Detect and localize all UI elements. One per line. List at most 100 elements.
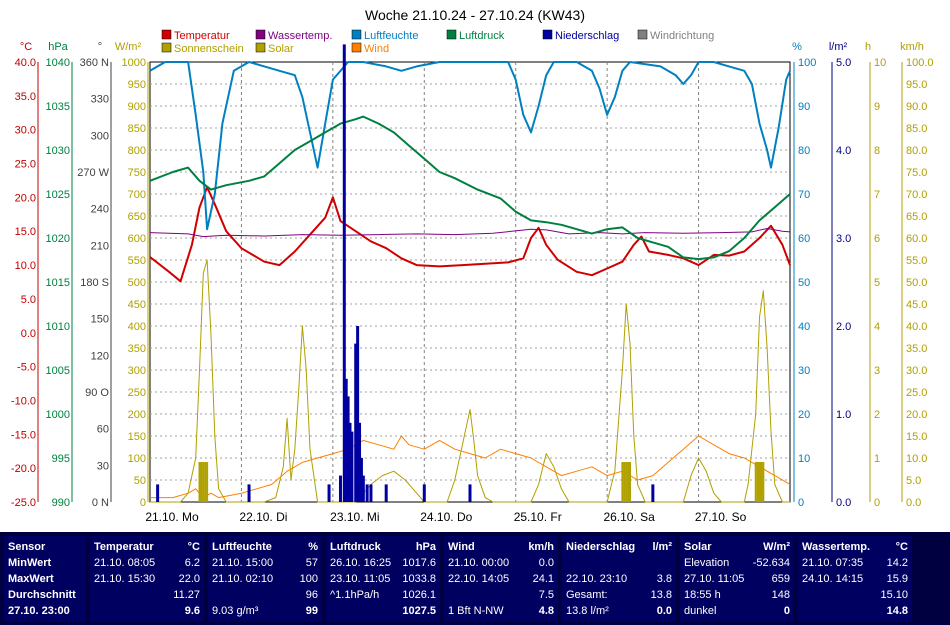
- sunhours-tick-label: 6: [874, 233, 880, 245]
- legend-swatch: [255, 42, 266, 53]
- day-label: 21.10. Mo: [145, 510, 199, 524]
- wind-min-time: 21.10. 00:00: [448, 557, 510, 569]
- niederschlag-bar: [350, 431, 354, 502]
- direction-tick-label: 0 N: [92, 497, 109, 509]
- humidity-tick-label: 10: [798, 453, 810, 465]
- chart-legend: Temperatur Wassertemp. Luftfeuchte Luftdruc…: [161, 29, 714, 55]
- solar-extra: dunkel: [684, 605, 717, 617]
- wind-tick-label: 50.0: [906, 277, 927, 289]
- wind-now: 4.8: [538, 605, 554, 617]
- wind-unit: km/h: [528, 541, 554, 553]
- legend-label: Wassertemp.: [268, 30, 332, 42]
- solar-tick-label: 350: [128, 343, 146, 355]
- luftfeuchte-unit: %: [308, 541, 318, 553]
- temp-tick-label: 35.0: [15, 91, 36, 103]
- temp-tick-label: 20.0: [15, 192, 36, 204]
- niederschlag-title: Niederschlag: [566, 541, 636, 553]
- niederschlag-bar: [422, 484, 426, 502]
- direction-unit-label: °: [98, 41, 102, 53]
- rain-tick-label: 0.0: [836, 497, 851, 509]
- solar-min: -52.634: [752, 557, 790, 569]
- humidity-tick-label: 30: [798, 365, 810, 377]
- niederschlag-bar: [384, 484, 388, 502]
- sensor-now-label: 27.10. 23:00: [8, 605, 70, 617]
- direction-tick-label: 120: [91, 350, 109, 362]
- niederschlag-bar: [369, 484, 373, 502]
- wassertemp-avg: 15.10: [880, 589, 908, 601]
- humidity-tick-label: 100: [798, 57, 816, 69]
- legend-swatch: [446, 29, 457, 40]
- direction-tick-label: 330: [91, 94, 109, 106]
- luftfeuchte-avg: 96: [305, 589, 318, 601]
- solar-tick-label: 1000: [122, 57, 146, 69]
- niederschlag-bar: [365, 484, 369, 502]
- niederschlag-bar: [651, 484, 655, 502]
- rain-tick-label: 1.0: [836, 409, 851, 421]
- sensor-avg-label: Durchschnitt: [8, 589, 76, 601]
- solar-tick-label: 0: [140, 497, 146, 509]
- sunhours-tick-label: 7: [874, 189, 880, 201]
- legend-label: Luftfeuchte: [364, 30, 418, 42]
- stats-luftfeuchte: Luftfeuchte% 21.10. 15:00 57 21.10. 02:10…: [208, 536, 322, 622]
- niederschlag-bar: [468, 484, 472, 502]
- wind-tick-label: 15.0: [906, 431, 927, 443]
- wind-tick-label: 30.0: [906, 365, 927, 377]
- direction-tick-label: 240: [91, 204, 109, 216]
- sonnenschein-bar: [629, 462, 631, 502]
- sunhours-tick-label: 10: [874, 57, 886, 69]
- solar-tick-label: 450: [128, 299, 146, 311]
- legend-swatch: [351, 29, 362, 40]
- wind-tick-label: 100.0: [906, 57, 934, 69]
- niederschlag-bar: [338, 475, 342, 502]
- wind-min: 0.0: [538, 557, 554, 569]
- temp-tick-label: 0.0: [21, 328, 36, 340]
- weather-chart: 40.035.030.025.020.015.010.05.00.0-5.0-1…: [11, 7, 934, 524]
- stats-solar: Solar W/m² Elevation -52.634 27.10. 11:05 6…: [680, 536, 794, 622]
- niederschlag-bar: [346, 396, 350, 502]
- wind-tick-label: 35.0: [906, 343, 927, 355]
- sensor-min-label: MinWert: [8, 557, 52, 569]
- niederschlag-bar: [358, 422, 362, 502]
- humidity-tick-label: 90: [798, 101, 810, 113]
- stats-wassertemp: Wassertemp. °C 21.10. 07:35 14.2 24.10. 14…: [798, 536, 912, 622]
- niederschlag-bar: [359, 458, 363, 502]
- legend-swatch: [161, 29, 172, 40]
- humidity-tick-label: 60: [798, 233, 810, 245]
- sunhours-unit-label: h: [865, 41, 871, 53]
- wassertemp-min: 14.2: [886, 557, 908, 569]
- solar-tick-label: 400: [128, 321, 146, 333]
- temp-unit-label: °C: [20, 41, 32, 53]
- sunhours-tick-label: 1: [874, 453, 880, 465]
- luftdruck-avg: 1026.1: [402, 589, 436, 601]
- rain-tick-label: 5.0: [836, 57, 851, 69]
- legend-label: Temperatur: [174, 30, 230, 42]
- niederschlag-bar: [327, 484, 331, 502]
- solar-tick-label: 250: [128, 387, 146, 399]
- legend-label: Wind: [364, 43, 389, 55]
- direction-tick-label: 150: [91, 314, 109, 326]
- solar-tick-label: 50: [134, 475, 146, 487]
- temp-tick-label: 5.0: [21, 294, 36, 306]
- sonnenschein-bar: [627, 462, 630, 502]
- luftfeuchte-extra: 9.03 g/m³: [212, 605, 259, 617]
- wind-tick-label: 20.0: [906, 409, 927, 421]
- wind-tick-label: 45.0: [906, 299, 927, 311]
- wassertemp-title: Wassertemp.: [802, 541, 871, 553]
- niederschlag-max-time: 22.10. 23:10: [566, 573, 628, 585]
- wind-line: [150, 435, 791, 499]
- sonnenschein-bar: [762, 462, 765, 502]
- solar-avg: 148: [771, 589, 790, 601]
- temp-tick-label: -25.0: [11, 497, 36, 509]
- sonnenschein-bar: [625, 462, 628, 502]
- luftfeuchte-max-time: 21.10. 02:10: [212, 573, 274, 585]
- luftfeuchte-max: 100: [299, 573, 318, 585]
- sonnenschein-bar: [200, 462, 203, 502]
- sonnenschein-bar: [758, 462, 761, 502]
- temp-tick-label: 10.0: [15, 260, 36, 272]
- solar-line: [150, 259, 790, 503]
- luftfeuchte-line: [149, 61, 791, 231]
- solar-sunhours: 18:55 h: [684, 589, 721, 601]
- pressure-tick-label: 1020: [46, 233, 70, 245]
- sonnenschein-bar: [202, 462, 205, 502]
- legend-label: Windrichtung: [650, 30, 714, 42]
